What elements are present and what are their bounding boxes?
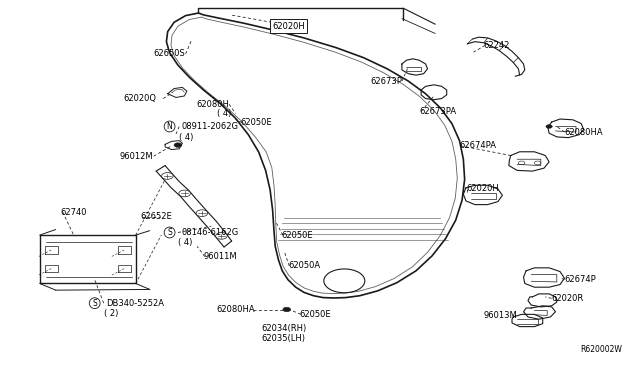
Circle shape xyxy=(283,307,291,312)
Text: 62020Q: 62020Q xyxy=(124,94,157,103)
Circle shape xyxy=(179,190,191,197)
Text: 62050A: 62050A xyxy=(288,262,320,270)
Text: 62242: 62242 xyxy=(483,41,509,50)
Text: 62020H: 62020H xyxy=(272,22,305,31)
Text: 62020H: 62020H xyxy=(466,185,499,193)
Text: 96013M: 96013M xyxy=(483,311,517,320)
Text: 62050E: 62050E xyxy=(240,118,271,127)
Text: 62080H: 62080H xyxy=(196,100,229,109)
Text: 62034(RH): 62034(RH) xyxy=(261,324,307,333)
Text: ( 2): ( 2) xyxy=(104,309,118,318)
Text: DB340-5252A: DB340-5252A xyxy=(106,299,164,308)
Text: 08911-2062G: 08911-2062G xyxy=(181,122,238,131)
Text: ( 4): ( 4) xyxy=(178,238,192,247)
Text: 62050E: 62050E xyxy=(300,310,331,319)
Circle shape xyxy=(162,173,173,179)
Text: R620002W: R620002W xyxy=(580,345,622,354)
Text: 62080HA: 62080HA xyxy=(216,305,255,314)
Text: 08146-6162G: 08146-6162G xyxy=(181,228,238,237)
Circle shape xyxy=(546,125,552,128)
Text: 62050E: 62050E xyxy=(282,231,313,240)
Text: 62080HA: 62080HA xyxy=(564,128,603,137)
Circle shape xyxy=(216,232,227,239)
Text: 96011M: 96011M xyxy=(204,252,237,261)
Text: 62652E: 62652E xyxy=(141,212,173,221)
Text: ( 4): ( 4) xyxy=(179,133,193,142)
Text: S: S xyxy=(92,299,97,308)
Text: 62674PA: 62674PA xyxy=(460,141,497,150)
Text: 62035(LH): 62035(LH) xyxy=(261,334,305,343)
Text: 62674P: 62674P xyxy=(564,275,596,284)
Circle shape xyxy=(196,210,207,217)
Text: ( 4): ( 4) xyxy=(218,109,232,118)
Text: S: S xyxy=(167,228,172,237)
Text: 62020R: 62020R xyxy=(552,294,584,303)
Text: N: N xyxy=(167,122,172,131)
Text: 62673P: 62673P xyxy=(370,77,402,86)
Circle shape xyxy=(174,143,182,147)
Text: 62740: 62740 xyxy=(61,208,87,217)
Text: 62650S: 62650S xyxy=(154,49,186,58)
Text: 96012M: 96012M xyxy=(120,152,154,161)
Text: 62673PA: 62673PA xyxy=(419,107,456,116)
